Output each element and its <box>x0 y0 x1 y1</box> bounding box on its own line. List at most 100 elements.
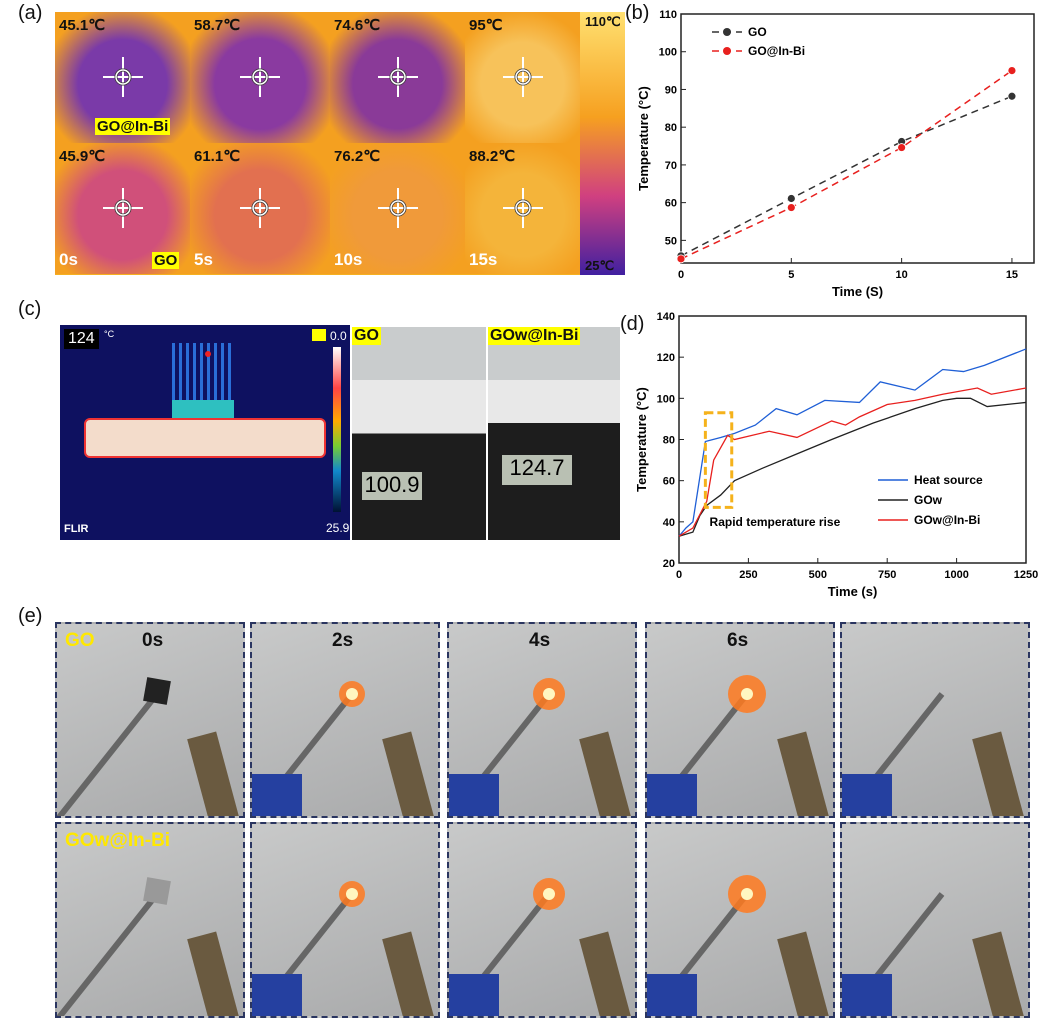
thermal-image-grid: 45.1℃ 58.7℃ 74.6℃ 95℃ 45.9℃ 0s 61.1℃ 5s 76.2℃ 10s… <box>55 12 625 275</box>
time-label: 0s <box>59 250 78 269</box>
scale-bottom: 25.9 <box>326 521 350 535</box>
heatsink-base <box>172 400 234 420</box>
data-point <box>897 143 907 152</box>
thermal-cell: 58.7℃ <box>190 12 330 143</box>
series-line-1 <box>678 397 1027 537</box>
flir-thermal-image: 124 °C 0.0 25.9 FLIR <box>60 325 350 540</box>
x-tick-label: 750 <box>878 569 896 581</box>
colorbar <box>580 12 625 275</box>
y-tick-label: 70 <box>665 160 677 172</box>
tweezers-and-torch <box>252 881 435 1016</box>
y-axis-label: Temperature (°C) <box>634 387 649 492</box>
x-tick-label: 10 <box>896 269 908 281</box>
meter-display: 100.9 <box>362 472 422 500</box>
panel-label-d: (d) <box>620 313 645 335</box>
tweezers-and-torch <box>449 678 632 816</box>
time-label: 15s <box>469 250 498 269</box>
crosshair-icon <box>240 57 280 97</box>
x-tick-label: 0 <box>678 269 684 281</box>
legend-label: GOw <box>914 493 943 507</box>
sample-label-top: GO@In-Bi <box>95 118 171 135</box>
x-tick-label: 1000 <box>944 569 968 581</box>
thermal-cell: 76.2℃ 10s <box>330 143 465 274</box>
y-tick-label: 60 <box>663 476 675 488</box>
tweezers-and-torch <box>647 675 830 816</box>
panel-label-b: (b) <box>625 2 650 24</box>
y-tick-label: 100 <box>659 47 677 59</box>
y-tick-label: 110 <box>659 9 677 21</box>
flame-test-photo: GOw@In-Bi <box>55 822 245 1018</box>
time-label: 4s <box>529 630 551 651</box>
highlight-box <box>703 411 734 509</box>
tweezers-and-torch <box>57 677 240 816</box>
sample-label: GO <box>65 630 95 651</box>
legend-marker <box>723 47 731 55</box>
meter-display: 124.7 <box>502 455 572 485</box>
x-axis-label: Time (s) <box>828 584 878 599</box>
tweezers-and-torch <box>842 892 1025 1016</box>
flame-test-photo: 6s <box>645 622 835 818</box>
crosshair-icon <box>102 188 143 228</box>
temperature-label: 45.9℃ <box>59 148 106 165</box>
y-tick-label: 100 <box>657 393 675 405</box>
series-line-0 <box>680 95 1013 257</box>
photo-label: GOw@In-Bi <box>488 327 581 345</box>
legend-label: GO <box>748 25 767 39</box>
data-point <box>1007 91 1017 101</box>
series-line-0 <box>678 348 1027 537</box>
time-label: 2s <box>332 630 354 651</box>
y-tick-label: 80 <box>663 435 675 447</box>
y-tick-label: 20 <box>663 558 675 570</box>
chart-d: 0 250 500 750 1000 1250 20 40 60 80 100 120 140 Time … <box>634 311 1038 599</box>
temperature-label: 95℃ <box>469 17 503 34</box>
colorbar-min: 25℃ <box>585 258 615 273</box>
temperature-label: 58.7℃ <box>194 17 241 34</box>
annotation: Rapid temperature rise <box>710 515 841 529</box>
time-label: 6s <box>727 630 749 651</box>
flame-test-photo <box>645 822 835 1018</box>
data-point <box>786 203 796 212</box>
heated-plate <box>84 418 326 458</box>
x-tick-label: 0 <box>676 569 682 581</box>
hotspot-marker <box>205 351 211 357</box>
chart-b: 0 5 10 15 50 60 70 80 90 100 110 Time (S) Temperatur… <box>636 9 1035 299</box>
flame-test-photo <box>250 822 440 1018</box>
legend-label: GOw@In-Bi <box>914 513 980 527</box>
photo-go-meter: GO 100.9 <box>352 327 486 540</box>
flame-test-photo: GO 0s <box>55 622 245 818</box>
temperature-label: 45.1℃ <box>59 17 106 34</box>
flame-test-photo <box>447 822 637 1018</box>
y-tick-label: 50 <box>665 235 677 247</box>
legend-marker <box>723 28 731 36</box>
flame-test-photo <box>840 822 1030 1018</box>
y-axis-label: Temperature (°C) <box>636 86 651 191</box>
crosshair-icon <box>377 188 418 228</box>
x-tick-label: 1250 <box>1014 569 1038 581</box>
temperature-readout: 124 <box>64 329 99 349</box>
color-scale <box>333 347 341 512</box>
y-tick-label: 80 <box>665 122 677 134</box>
y-tick-label: 40 <box>663 517 675 529</box>
photo-gow-inbi-meter: GOw@In-Bi 124.7 <box>488 327 620 540</box>
legend-label: Heat source <box>914 473 983 487</box>
crosshair-icon <box>377 57 418 97</box>
thermal-cell: 61.1℃ 5s <box>190 143 330 274</box>
tweezers-and-torch <box>57 877 240 1016</box>
tweezers-and-torch <box>252 681 435 816</box>
temperature-unit: °C <box>104 329 115 339</box>
temperature-label: 74.6℃ <box>334 17 381 34</box>
tweezers-and-torch <box>842 692 1025 816</box>
tweezers-and-torch <box>647 875 830 1016</box>
thermal-cell: 74.6℃ <box>330 12 465 143</box>
temperature-label: 76.2℃ <box>334 148 381 165</box>
flame-test-photo: 4s <box>447 622 637 818</box>
panel-label-a: (a) <box>18 2 43 24</box>
crosshair-icon <box>102 57 143 97</box>
temperature-label: 88.2℃ <box>469 148 516 165</box>
x-tick-label: 5 <box>788 269 794 281</box>
panel-label-e: (e) <box>18 605 43 627</box>
data-point <box>786 194 796 203</box>
photo-label: GO <box>352 327 381 345</box>
flame-test-photo: 2s <box>250 622 440 818</box>
tweezers-and-torch <box>449 878 632 1016</box>
